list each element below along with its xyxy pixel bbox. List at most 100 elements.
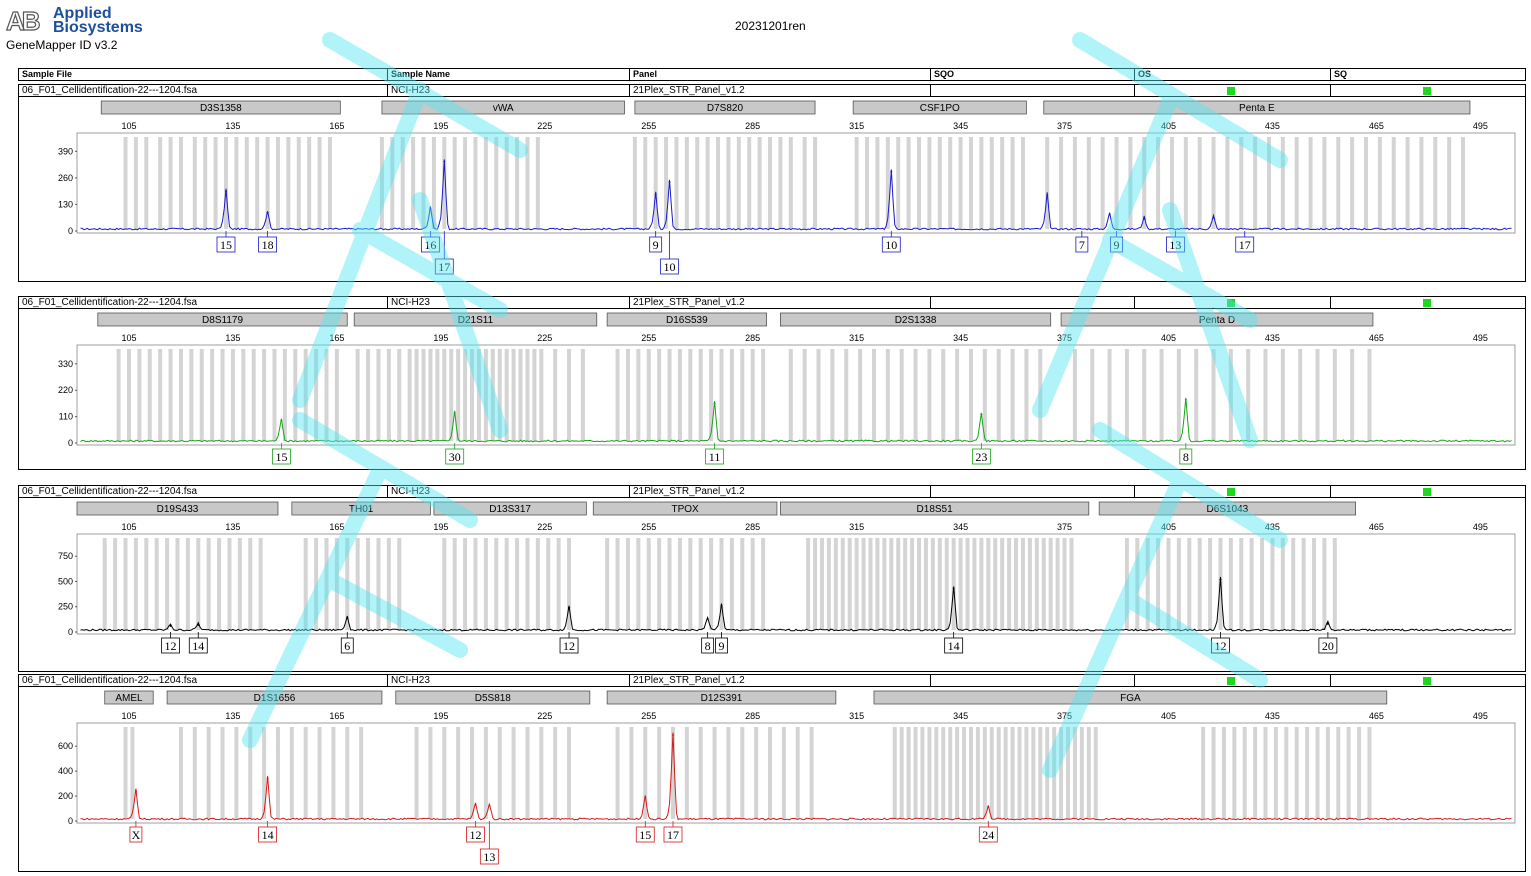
marker-bar[interactable]	[104, 690, 154, 705]
marker-bar[interactable]	[852, 100, 1027, 115]
allele-call-box[interactable]	[421, 236, 440, 253]
peak-point[interactable]	[1143, 217, 1146, 220]
peak-point[interactable]	[980, 413, 983, 416]
marker-bar[interactable]	[1060, 312, 1374, 327]
peak-point[interactable]	[266, 211, 269, 214]
peak-point[interactable]	[346, 616, 349, 619]
peak-point[interactable]	[952, 587, 955, 590]
allele-call-box[interactable]	[881, 236, 901, 253]
allele-bin	[813, 137, 818, 229]
peak-point[interactable]	[224, 190, 227, 193]
peak-point[interactable]	[1212, 216, 1215, 219]
peak-point[interactable]	[197, 623, 200, 626]
marker-bar[interactable]	[97, 312, 348, 327]
marker-bar[interactable]	[395, 690, 591, 705]
marker-bar[interactable]	[433, 501, 587, 516]
allele-call-box[interactable]	[705, 448, 724, 465]
allele-call-box[interactable]	[701, 637, 715, 654]
allele-call-box[interactable]	[258, 826, 277, 843]
sample-row-green[interactable]: 06_F01_Cellidentification-22---1204.fsa N…	[18, 296, 1526, 309]
allele-call-box[interactable]	[1110, 236, 1123, 253]
peak-point[interactable]	[671, 733, 674, 736]
peak-point[interactable]	[987, 806, 990, 809]
allele-call-box[interactable]	[272, 448, 291, 465]
allele-call-box[interactable]	[978, 826, 998, 843]
marker-bar[interactable]	[381, 100, 625, 115]
allele-bin	[868, 538, 873, 630]
peak-point[interactable]	[453, 412, 456, 414]
peak-point[interactable]	[169, 624, 172, 627]
peak-point[interactable]	[280, 419, 283, 422]
marker-bar[interactable]	[873, 690, 1388, 705]
marker-bar[interactable]	[1098, 501, 1357, 516]
allele-call-box[interactable]	[258, 236, 277, 253]
peak-point[interactable]	[1219, 578, 1222, 581]
marker-bar[interactable]	[1043, 100, 1471, 115]
allele-call-box[interactable]	[466, 826, 485, 843]
allele-call-box[interactable]	[340, 637, 354, 654]
allele-call-box[interactable]	[1179, 448, 1193, 465]
sample-row-blue[interactable]: 06_F01_Cellidentification-22---1204.fsa N…	[18, 84, 1526, 97]
marker-bar[interactable]	[634, 100, 816, 115]
allele-call-box[interactable]	[434, 258, 454, 275]
allele-call-box[interactable]	[649, 236, 663, 253]
allele-bin	[844, 349, 849, 441]
marker-bar[interactable]	[592, 501, 778, 516]
x-tick-label: 315	[849, 522, 864, 532]
peak-point[interactable]	[429, 207, 432, 210]
allele-call-box[interactable]	[1318, 637, 1338, 654]
marker-bar[interactable]	[76, 501, 279, 516]
allele-bin	[1367, 349, 1372, 441]
marker-bar[interactable]	[166, 690, 383, 705]
peak-point[interactable]	[1184, 398, 1187, 401]
allele-call-box[interactable]	[660, 258, 679, 275]
marker-bar[interactable]	[353, 312, 598, 327]
allele-call-box[interactable]	[971, 448, 991, 465]
marker-bar[interactable]	[606, 690, 837, 705]
peak-point[interactable]	[443, 160, 446, 163]
allele-bin	[539, 727, 544, 819]
peak-point[interactable]	[134, 790, 137, 793]
allele-call-box[interactable]	[129, 826, 143, 843]
allele-call-box[interactable]	[479, 848, 499, 865]
peak-point[interactable]	[890, 170, 893, 173]
peak-point[interactable]	[568, 606, 571, 609]
peak-point[interactable]	[706, 617, 709, 620]
peak-point[interactable]	[713, 402, 716, 405]
allele-call-box[interactable]	[1235, 236, 1255, 253]
peak-point[interactable]	[720, 604, 723, 607]
allele-call-box[interactable]	[635, 826, 655, 843]
peak-point[interactable]	[644, 796, 647, 799]
allele-bin	[1027, 538, 1032, 630]
allele-bin	[927, 727, 932, 819]
allele-call-box[interactable]	[216, 236, 236, 253]
peak-point[interactable]	[668, 180, 671, 183]
peak-point[interactable]	[1108, 213, 1111, 216]
allele-call-box[interactable]	[1166, 236, 1185, 253]
allele-call-box[interactable]	[559, 637, 579, 654]
marker-bar[interactable]	[291, 501, 431, 516]
marker-bar[interactable]	[100, 100, 341, 115]
marker-bar[interactable]	[780, 501, 1090, 516]
allele-call-box[interactable]	[1211, 637, 1230, 654]
peak-point[interactable]	[1046, 194, 1049, 197]
marker-bar[interactable]	[780, 312, 1052, 327]
peak-point[interactable]	[654, 193, 657, 196]
allele-call-box[interactable]	[445, 448, 465, 465]
peak-point[interactable]	[1326, 622, 1329, 625]
allele-call-box[interactable]	[188, 637, 208, 654]
peak-point[interactable]	[474, 803, 477, 806]
allele-call-box[interactable]	[944, 637, 964, 654]
allele-call-box[interactable]	[715, 637, 728, 654]
peak-point[interactable]	[266, 777, 269, 780]
allele-call-box[interactable]	[161, 637, 180, 654]
allele-call-label: 12	[165, 639, 177, 653]
sample-row-red[interactable]: 06_F01_Cellidentification-22---1204.fsa N…	[18, 674, 1526, 687]
allele-call-box[interactable]	[663, 826, 683, 843]
marker-bar[interactable]	[606, 312, 767, 327]
peak-point[interactable]	[488, 804, 491, 807]
sample-row-black[interactable]: 06_F01_Cellidentification-22---1204.fsa N…	[18, 485, 1526, 498]
ab-logo-icon: AB	[5, 5, 41, 36]
allele-bin	[293, 349, 298, 441]
allele-call-box[interactable]	[1075, 236, 1089, 253]
